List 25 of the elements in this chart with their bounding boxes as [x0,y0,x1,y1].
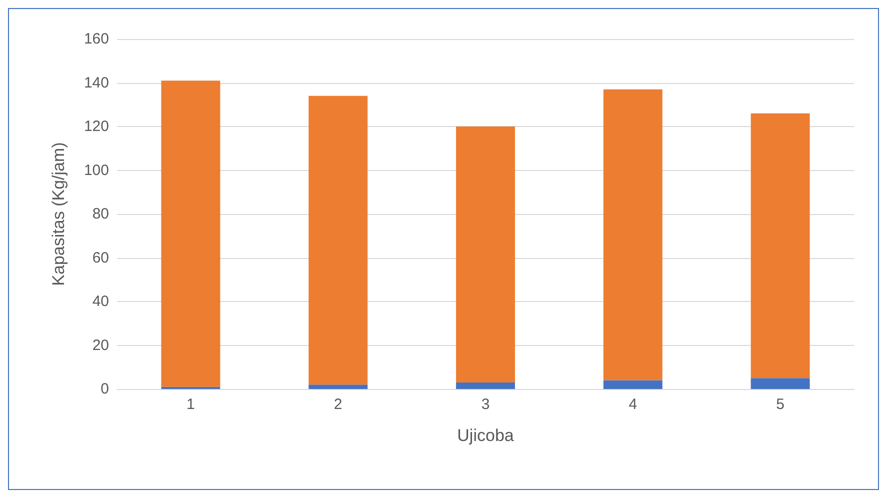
bar [308,96,368,385]
bar [603,380,662,389]
y-axis-title: Kapasitas (Kg/jam) [49,142,68,286]
x-tick-label: 3 [481,396,490,413]
y-tick-label: 100 [84,162,109,179]
y-tick-label: 60 [92,249,109,266]
bar [456,126,515,382]
y-tick-label: 0 [100,380,109,398]
x-tick-label: 1 [186,396,195,413]
bar [308,384,368,389]
y-tick-label: 80 [92,206,109,222]
x-axis-title: Ujicoba [457,426,514,445]
bar [456,382,515,389]
x-tick-label: 2 [334,396,342,413]
y-tick-label: 20 [92,336,109,354]
x-tick-label: 5 [776,396,784,413]
bar [161,80,220,387]
y-tick-label: 160 [84,30,109,48]
y-tick-label: 140 [84,74,109,92]
x-tick-label: 4 [628,396,638,413]
y-tick-label: 40 [92,293,109,310]
bar [750,378,810,389]
bar [603,89,662,380]
bar [750,113,810,378]
y-tick-label: 120 [84,118,109,135]
